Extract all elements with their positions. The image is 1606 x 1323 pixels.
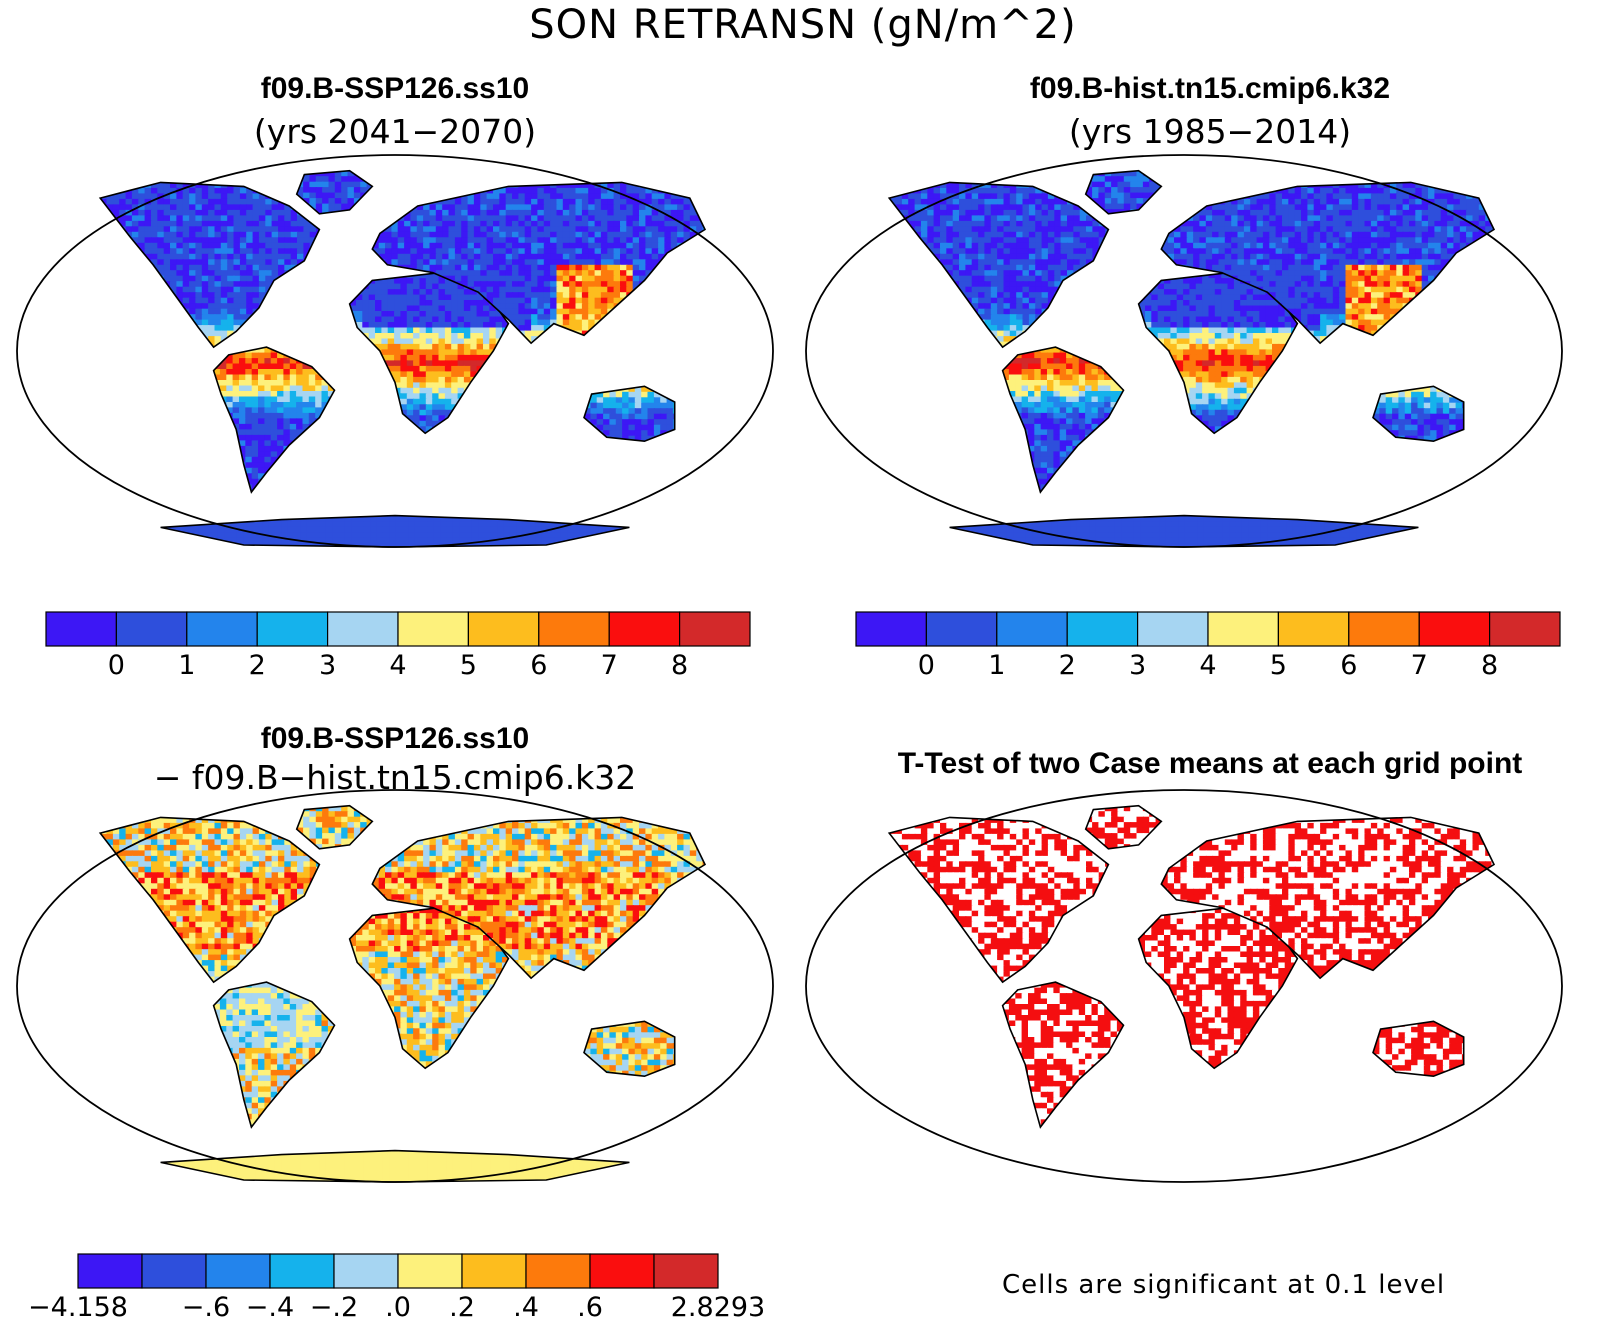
colorbar-swatch bbox=[397, 1253, 463, 1289]
coastline-greenland bbox=[1084, 804, 1163, 850]
coastline-eurasia bbox=[1160, 816, 1496, 980]
coastline-australia bbox=[1372, 1020, 1465, 1078]
colorbar-swatch bbox=[141, 1253, 207, 1289]
colorbar-tick-label: 3 bbox=[319, 650, 337, 681]
colorbar-swatch bbox=[1277, 611, 1350, 647]
colorbar-tick-label: 4 bbox=[389, 650, 407, 681]
colorbar-swatch bbox=[115, 611, 188, 647]
coastline-antarctica bbox=[160, 1149, 630, 1183]
colorbar-tl bbox=[45, 611, 751, 647]
figure-title: SON RETRANSN (gN/m^2) bbox=[529, 2, 1077, 48]
coastline-eurasia bbox=[371, 816, 707, 980]
colorbar-tick-label: 7 bbox=[1410, 650, 1428, 681]
panel-tl-subtitle: (yrs 2041−2070) bbox=[253, 112, 537, 151]
colorbar-swatch bbox=[608, 611, 681, 647]
panel-tr-subtitle: (yrs 1985−2014) bbox=[1068, 112, 1352, 151]
colorbar-swatch bbox=[1136, 611, 1209, 647]
colorbar-tick-label: 1 bbox=[988, 650, 1006, 681]
coastline-northAmerica bbox=[887, 181, 1110, 349]
land-africa bbox=[1138, 272, 1298, 434]
colorbar-swatch bbox=[1488, 611, 1561, 647]
coastline-greenland bbox=[295, 169, 374, 215]
map-border-tr bbox=[805, 154, 1563, 548]
colorbar-tick-label: 6 bbox=[530, 650, 548, 681]
coastline-southAmerica bbox=[212, 981, 336, 1129]
colorbar-swatch bbox=[333, 1253, 399, 1289]
colorbar-swatch bbox=[996, 611, 1068, 647]
colorbar-tick-label: 8 bbox=[671, 650, 689, 681]
colorbar-swatch bbox=[525, 1253, 591, 1289]
colorbar-tick-label: 5 bbox=[1269, 650, 1287, 681]
colorbar-swatch bbox=[1066, 611, 1139, 647]
colorbar-swatch bbox=[925, 611, 998, 647]
panel-tr-title: f09.B-hist.tn15.cmip6.k32 bbox=[1029, 72, 1391, 105]
colorbar-swatch bbox=[1348, 611, 1420, 647]
colorbar-swatch bbox=[589, 1253, 655, 1289]
coastline-northAmerica bbox=[98, 816, 321, 984]
colorbar-tr bbox=[855, 611, 1561, 647]
colorbar-swatch bbox=[538, 611, 610, 647]
colorbar-swatch bbox=[653, 1253, 719, 1289]
colorbar-tick-label: .6 bbox=[577, 1292, 603, 1323]
coastline-northAmerica bbox=[887, 816, 1110, 984]
colorbar-swatch bbox=[186, 611, 258, 647]
colorbar-swatch bbox=[1418, 611, 1491, 647]
panel-br-title: T-Test of two Case means at each grid po… bbox=[897, 747, 1523, 780]
map-border-tl bbox=[16, 154, 774, 548]
colorbar-tick-label: 7 bbox=[600, 650, 618, 681]
colorbar-swatch bbox=[461, 1253, 527, 1289]
coastline-australia bbox=[583, 385, 676, 443]
colorbar-bl bbox=[77, 1253, 719, 1289]
colorbar-tick-label: 2 bbox=[248, 650, 266, 681]
coastline-southAmerica bbox=[212, 346, 336, 494]
colorbar-tick-label: 0 bbox=[107, 650, 125, 681]
colorbar-tick-label: .4 bbox=[513, 1292, 539, 1323]
colorbar-tick-label: −4.158 bbox=[28, 1292, 128, 1323]
coastline-greenland bbox=[295, 804, 374, 850]
colorbar-tick-label: −.6 bbox=[181, 1292, 231, 1323]
colorbar-tick-label: 4 bbox=[1199, 650, 1217, 681]
colorbar-swatch bbox=[397, 611, 470, 647]
colorbar-tick-label: −.4 bbox=[245, 1292, 295, 1323]
colorbar-tick-label: 2.8293 bbox=[670, 1292, 766, 1323]
coastline-northAmerica bbox=[98, 181, 321, 349]
colorbar-swatch bbox=[269, 1253, 335, 1289]
colorbar-tick-label: 2 bbox=[1058, 650, 1076, 681]
colorbar-swatch bbox=[467, 611, 540, 647]
colorbar-tick-label: 1 bbox=[178, 650, 196, 681]
coastline-greenland bbox=[1084, 169, 1163, 215]
colorbar-tick-label: 8 bbox=[1481, 650, 1499, 681]
coastline-antarctica bbox=[160, 514, 630, 548]
coastline-antarctica bbox=[949, 514, 1419, 548]
colorbar-tick-label: 0 bbox=[917, 650, 935, 681]
colorbar-swatch bbox=[1207, 611, 1280, 647]
colorbar-tick-label: .0 bbox=[385, 1292, 411, 1323]
panel-tl-title: f09.B-SSP126.ss10 bbox=[260, 72, 530, 105]
coastline-australia bbox=[1372, 385, 1465, 443]
colorbar-tick-label: 5 bbox=[459, 650, 477, 681]
map-border-br bbox=[805, 789, 1563, 1183]
colorbar-swatch bbox=[855, 611, 928, 647]
coastline-eurasia bbox=[1160, 181, 1496, 345]
map-border-bl bbox=[16, 789, 774, 1183]
panel-bl-title: f09.B-SSP126.ss10 bbox=[260, 722, 530, 755]
colorbar-swatch bbox=[45, 611, 118, 647]
colorbar-tick-label: 6 bbox=[1340, 650, 1358, 681]
colorbar-swatch bbox=[327, 611, 399, 647]
colorbar-tick-label: 3 bbox=[1129, 650, 1147, 681]
colorbar-tick-label: −.2 bbox=[309, 1292, 359, 1323]
coastline-southAmerica bbox=[1001, 981, 1125, 1129]
coastline-eurasia bbox=[371, 181, 707, 345]
significance-note: Cells are significant at 0.1 level bbox=[1002, 1270, 1446, 1300]
colorbar-swatch bbox=[205, 1253, 271, 1289]
coastline-southAmerica bbox=[1001, 346, 1125, 494]
land-australia bbox=[1373, 386, 1464, 442]
coastline-australia bbox=[583, 1020, 676, 1078]
colorbar-swatch bbox=[256, 611, 329, 647]
colorbar-tick-label: .2 bbox=[449, 1292, 475, 1323]
colorbar-swatch bbox=[678, 611, 751, 647]
colorbar-swatch bbox=[77, 1253, 143, 1289]
